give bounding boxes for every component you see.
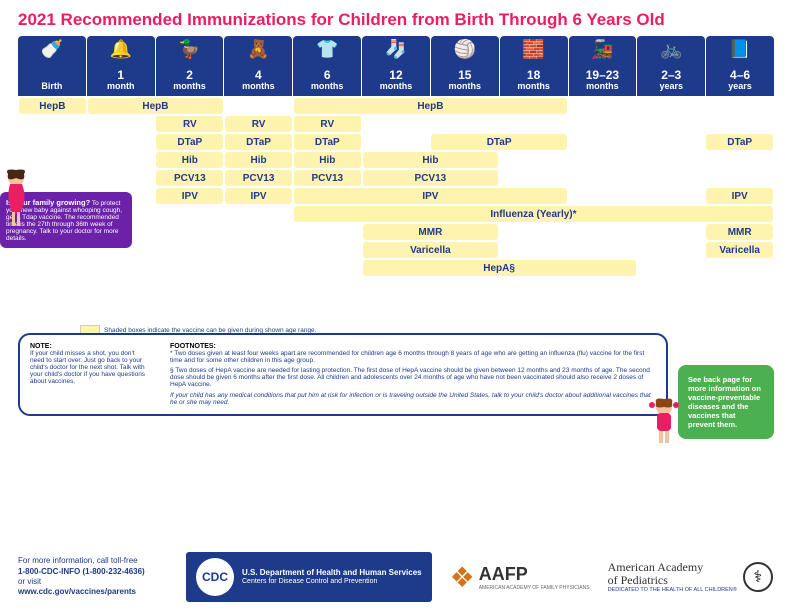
pill-dtap-6m: DTaP — [294, 134, 361, 150]
pill-var-12-15m: Varicella — [363, 242, 498, 258]
age-icon: 🚲 — [660, 38, 682, 60]
pill-dtap-4m: DTaP — [225, 134, 292, 150]
age-label: 15months — [449, 69, 482, 92]
pill-hib-6m: Hib — [294, 152, 361, 168]
pill-hib-2m: Hib — [156, 152, 223, 168]
age-timeline: 🍼 Birth 🔔 1month 🦆 2months 🧸 4months 👕 6months 🧦 12… — [18, 36, 774, 96]
pill-mmr-12-15m: MMR — [363, 224, 498, 240]
age-col: 🍼 Birth — [18, 36, 86, 96]
pill-rv-2m: RV — [156, 116, 223, 132]
age-label: 12months — [380, 69, 413, 92]
age-col: 🔔 1month — [87, 36, 155, 96]
pill-ipv-4-6y: IPV — [706, 188, 773, 204]
callout-backpage: See back page for more information on va… — [678, 365, 774, 439]
age-col: 🧦 12months — [362, 36, 430, 96]
footer: For more information, call toll-free 1-8… — [0, 552, 792, 602]
age-icon: 🧦 — [385, 38, 407, 60]
pill-pcv-6m: PCV13 — [294, 170, 361, 186]
footnote-2: Two doses of HepA vaccine are needed for… — [170, 367, 650, 388]
pill-hepa: HepA§ — [363, 260, 636, 276]
age-icon: 🧱 — [522, 38, 544, 60]
pregnant-mom-icon — [0, 168, 34, 228]
age-label: 6months — [311, 69, 344, 92]
age-col: 🚲 2–3years — [637, 36, 705, 96]
cdc-logo-block: CDC U.S. Department of Health and Human … — [186, 552, 432, 602]
pill-pcv-4m: PCV13 — [225, 170, 292, 186]
pill-ipv-2m: IPV — [156, 188, 223, 204]
pill-hepb-1-2m: HepB — [88, 98, 223, 114]
pill-var-4-6y: Varicella — [706, 242, 773, 258]
age-label: 4–6years — [728, 69, 752, 92]
age-icon: 📘 — [729, 38, 751, 60]
pill-influenza: Influenza (Yearly)* — [294, 206, 773, 222]
age-col: 👕 6months — [293, 36, 361, 96]
aap-seal-icon: ⚕ — [743, 562, 773, 592]
age-col: 🧱 18months — [500, 36, 568, 96]
age-col: 📘 4–6years — [706, 36, 774, 96]
age-label: Birth — [41, 82, 62, 92]
aap-logo: American Academyof Pediatrics DEDICATED … — [608, 561, 773, 593]
pill-ipv-4m: IPV — [225, 188, 292, 204]
aafp-sub: AMERICAN ACADEMY OF FAMILY PHYSICIANS — [479, 585, 590, 591]
aafp-flame-icon: ❖ — [450, 561, 475, 594]
pill-pcv-12-15m: PCV13 — [363, 170, 498, 186]
aap-sub: DEDICATED TO THE HEALTH OF ALL CHILDREN® — [608, 587, 737, 593]
pill-hepb-birth: HepB — [19, 98, 86, 114]
age-label: 2months — [173, 69, 206, 92]
pill-rv-4m: RV — [225, 116, 292, 132]
footnote-1: Two doses given at least four weeks apar… — [170, 350, 644, 364]
age-label: 4months — [242, 69, 275, 92]
cdc-badge-icon: CDC — [196, 558, 234, 596]
page-title: 2021 Recommended Immunizations for Child… — [18, 10, 774, 30]
pill-dtap-4-6y: DTaP — [706, 134, 773, 150]
age-icon: 🏐 — [454, 38, 476, 60]
age-col: 🧸 4months — [224, 36, 292, 96]
age-col: 🏐 15months — [431, 36, 499, 96]
pill-dtap-15-18m: DTaP — [431, 134, 566, 150]
note-heading: NOTE: — [30, 343, 52, 350]
age-icon: 👕 — [316, 38, 338, 60]
pill-mmr-4-6y: MMR — [706, 224, 773, 240]
age-label: 1month — [107, 69, 135, 92]
age-label: 19–23months — [586, 69, 619, 92]
pill-rv-6m: RV — [294, 116, 361, 132]
age-label: 2–3years — [659, 69, 683, 92]
pill-hib-12-15m: Hib — [363, 152, 498, 168]
footer-url: www.cdc.gov/vaccines/parents — [18, 587, 136, 596]
age-icon: 🦆 — [178, 38, 200, 60]
note-body: If your child misses a shot, you don't n… — [30, 350, 145, 385]
age-label: 18months — [517, 69, 550, 92]
vaccine-grid: HepB HepB HepB RV RV RV DTaP DTaP DTaP D… — [18, 98, 774, 277]
age-col: 🦆 2months — [156, 36, 224, 96]
child-illustration-icon — [644, 395, 684, 445]
age-icon: 🚂 — [591, 38, 613, 60]
age-col: 🚂 19–23months — [569, 36, 637, 96]
pill-hib-4m: Hib — [225, 152, 292, 168]
age-icon: 🧸 — [247, 38, 269, 60]
footer-info: For more information, call toll-free 1-8… — [18, 556, 168, 598]
age-icon: 🔔 — [110, 38, 132, 60]
notes-box: NOTE: If your child misses a shot, you d… — [18, 333, 668, 416]
age-icon: 🍼 — [41, 38, 63, 60]
aafp-text: AAFP — [479, 564, 528, 584]
aafp-logo: ❖ AAFP AMERICAN ACADEMY OF FAMILY PHYSIC… — [450, 561, 590, 594]
footnote-italic: If your child has any medical conditions… — [170, 392, 656, 406]
footer-phone: 1-800-CDC-INFO (1-800-232-4636) — [18, 567, 145, 576]
pill-pcv-2m: PCV13 — [156, 170, 223, 186]
pill-hepb-6-18m: HepB — [294, 98, 567, 114]
footnotes-heading: FOOTNOTES: — [170, 343, 216, 350]
cdc-centers: Centers for Disease Control and Preventi… — [242, 578, 377, 585]
cdc-dept: U.S. Department of Health and Human Serv… — [242, 568, 422, 577]
pill-dtap-2m: DTaP — [156, 134, 223, 150]
pill-ipv-6-18m: IPV — [294, 188, 567, 204]
